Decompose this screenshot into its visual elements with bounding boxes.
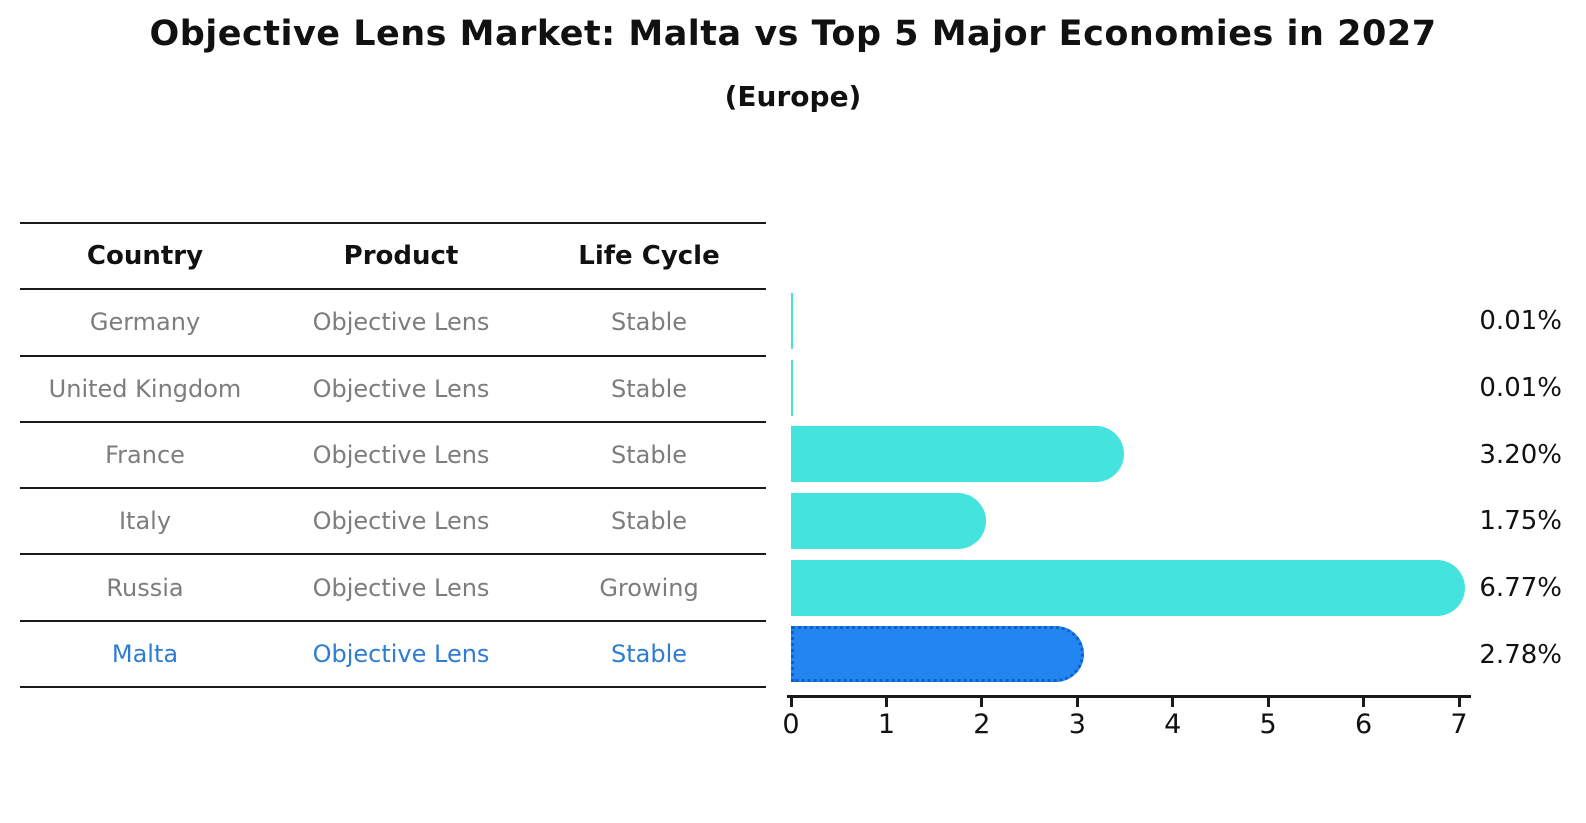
bar-united-kingdom <box>791 359 793 416</box>
country-cell: Germany <box>89 308 201 337</box>
x-tick-label-5: 5 <box>1259 709 1277 740</box>
x-tick-label-1: 1 <box>877 709 896 740</box>
country-cell: France <box>105 440 185 469</box>
product-cell: Objective Lens <box>312 374 490 403</box>
value-label-italy: 1.75% <box>1479 506 1562 537</box>
value-label-russia: 6.77% <box>1479 573 1562 604</box>
x-axis-line <box>787 695 1471 698</box>
chart-title: Objective Lens Market: Malta vs Top 5 Ma… <box>149 14 1437 54</box>
life-cycle-cell: Stable <box>610 507 688 536</box>
bar-russia <box>791 559 1466 616</box>
country-column-header: Country <box>86 241 204 272</box>
x-tick-2 <box>980 698 984 707</box>
bar-row-france <box>791 421 1459 488</box>
table-row-russia: Russia Objective Lens Growing <box>20 555 766 622</box>
life-cycle-cell: Stable <box>610 440 688 469</box>
table-row-malta: Malta Objective Lens Stable <box>20 622 766 688</box>
table-row-united-kingdom: United Kingdom Objective Lens Stable <box>20 357 766 423</box>
chart-subtitle: (Europe) <box>724 80 862 113</box>
value-label-malta: 2.78% <box>1479 639 1562 670</box>
table-header-row: Country Product Life Cycle <box>20 224 766 291</box>
product-cell: Objective Lens <box>312 639 490 668</box>
country-cell: United Kingdom <box>48 374 242 403</box>
bar-row-italy <box>791 488 1459 555</box>
product-cell: Objective Lens <box>312 573 490 602</box>
value-label-column: 0.01% 0.01% 3.20% 1.75% 6.77% 2.78% <box>1446 288 1562 688</box>
x-axis: 0 1 2 3 4 5 6 7 <box>782 695 1547 755</box>
bar-row-united-kingdom <box>791 355 1459 422</box>
x-tick-label-2: 2 <box>973 709 991 740</box>
product-cell: Objective Lens <box>312 507 490 536</box>
bar-france <box>791 426 1125 483</box>
country-cell: Malta <box>111 639 179 668</box>
bar-italy <box>791 493 986 550</box>
table-row-france: France Objective Lens Stable <box>20 423 766 490</box>
bar-row-germany <box>791 288 1459 355</box>
product-cell: Objective Lens <box>312 308 490 337</box>
bar-germany <box>791 293 793 349</box>
x-tick-0 <box>789 698 793 707</box>
product-column-header: Product <box>343 241 459 272</box>
x-tick-3 <box>1075 698 1079 707</box>
product-cell: Objective Lens <box>312 440 490 469</box>
country-cell: Italy <box>118 507 172 536</box>
x-tick-7 <box>1457 698 1461 707</box>
life-cycle-column-header: Life Cycle <box>578 241 720 272</box>
table-row-italy: Italy Objective Lens Stable <box>20 489 766 556</box>
country-cell: Russia <box>106 573 184 602</box>
x-tick-6 <box>1362 698 1366 707</box>
x-tick-label-6: 6 <box>1354 709 1373 740</box>
x-tick-4 <box>1171 698 1175 707</box>
bar-row-russia <box>791 555 1466 622</box>
x-tick-label-4: 4 <box>1164 709 1182 740</box>
life-cycle-cell: Stable <box>610 374 688 403</box>
bar-malta <box>791 626 1085 683</box>
value-label-france: 3.20% <box>1479 439 1562 470</box>
x-tick-label-0: 0 <box>782 709 800 740</box>
x-tick-label-3: 3 <box>1068 709 1086 740</box>
life-cycle-cell: Stable <box>610 308 688 337</box>
value-label-germany: 0.01% <box>1479 306 1562 337</box>
x-tick-1 <box>884 698 888 707</box>
x-tick-label-7: 7 <box>1450 709 1468 740</box>
x-tick-5 <box>1266 698 1270 707</box>
bar-plot-area <box>791 288 1466 688</box>
life-cycle-cell: Stable <box>610 639 688 668</box>
bar-row-malta <box>791 621 1459 688</box>
value-label-united-kingdom: 0.01% <box>1479 373 1562 403</box>
country-table: Country Product Life Cycle Germany Object… <box>20 222 766 688</box>
table-row-germany: Germany Objective Lens Stable <box>20 290 766 357</box>
life-cycle-cell: Growing <box>599 573 699 602</box>
